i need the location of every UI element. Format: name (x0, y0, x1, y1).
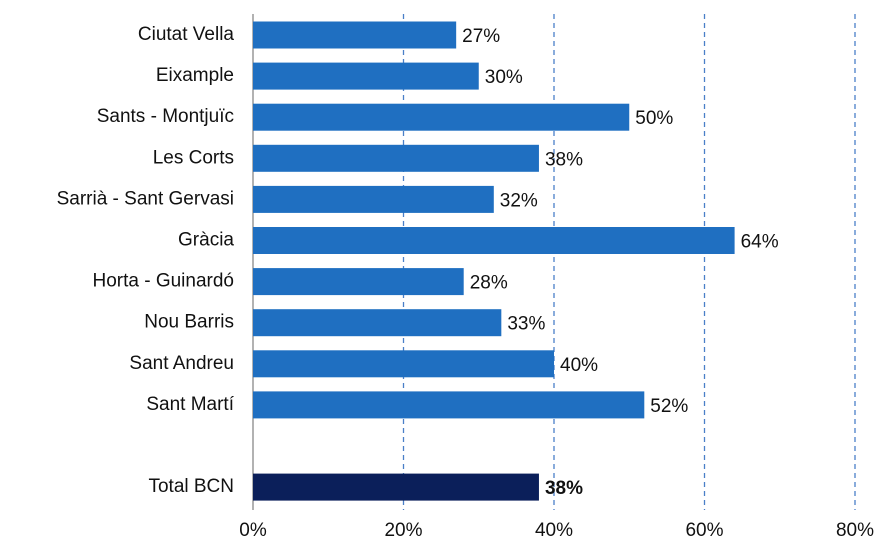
x-tick-label: 20% (384, 520, 422, 541)
y-tick-label: Eixample (156, 65, 234, 86)
value-label: 32% (500, 190, 538, 211)
y-tick-label: Sant Andreu (129, 353, 234, 374)
x-tick-label: 0% (239, 520, 267, 541)
value-label: 38% (545, 478, 583, 499)
value-label: 30% (485, 67, 523, 88)
value-label: 28% (470, 273, 508, 294)
value-label: 40% (560, 355, 598, 376)
x-tick-label: 40% (535, 520, 573, 541)
bar (253, 62, 479, 90)
y-tick-label: Les Corts (153, 147, 234, 168)
value-label: 33% (507, 314, 545, 335)
bar (253, 473, 539, 501)
bar (253, 185, 494, 213)
y-tick-label: Total BCN (148, 476, 234, 497)
y-tick-label: Horta - Guinardó (92, 271, 234, 292)
value-label: 38% (545, 149, 583, 170)
y-tick-label: Nou Barris (144, 312, 234, 333)
bar (253, 309, 502, 337)
bar (253, 103, 630, 131)
bar (253, 350, 554, 378)
value-label: 27% (462, 26, 500, 47)
bar (253, 21, 457, 49)
value-label: 64% (741, 232, 779, 253)
bar (253, 391, 645, 419)
value-label: 50% (635, 108, 673, 129)
value-label: 52% (650, 396, 688, 417)
bar (253, 227, 735, 254)
y-tick-label: Ciutat Vella (138, 24, 235, 45)
bar (253, 144, 539, 172)
y-tick-label: Gràcia (178, 230, 234, 251)
y-tick-label: Sant Martí (146, 394, 234, 415)
x-tick-label: 80% (836, 520, 874, 541)
bar (253, 268, 464, 296)
y-tick-label: Sants - Montjuïc (97, 106, 234, 127)
y-tick-label: Sarrià - Sant Gervasi (57, 188, 234, 209)
x-tick-label: 60% (685, 520, 723, 541)
